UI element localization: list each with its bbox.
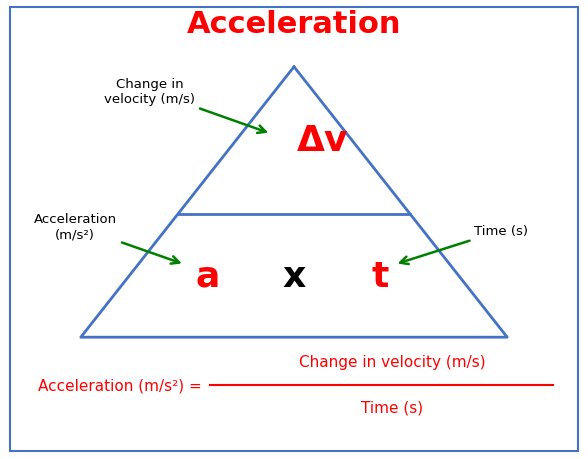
Text: Δv: Δv bbox=[297, 124, 349, 158]
Text: Change in
velocity (m/s): Change in velocity (m/s) bbox=[105, 78, 266, 134]
Text: x: x bbox=[282, 259, 306, 293]
Text: Acceleration: Acceleration bbox=[187, 11, 401, 39]
Text: Acceleration
(m/s²): Acceleration (m/s²) bbox=[34, 213, 179, 264]
Text: Change in velocity (m/s): Change in velocity (m/s) bbox=[299, 355, 485, 369]
Text: a: a bbox=[195, 259, 220, 293]
Text: t: t bbox=[372, 259, 389, 293]
Text: Time (s): Time (s) bbox=[361, 400, 423, 414]
Text: Acceleration (m/s²) =: Acceleration (m/s²) = bbox=[38, 377, 202, 392]
Text: Time (s): Time (s) bbox=[400, 224, 529, 264]
